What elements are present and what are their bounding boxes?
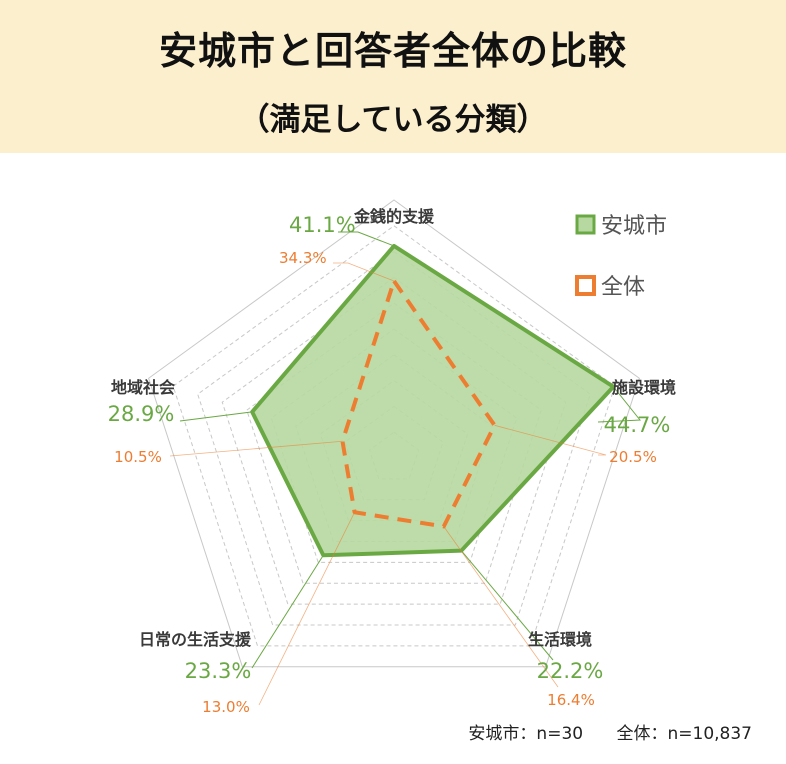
page-title: 安城市と回答者全体の比較 — [158, 29, 627, 73]
leader-line-total — [494, 424, 607, 456]
leader-line-total — [169, 440, 343, 457]
category-label: 日常の生活支援 — [139, 630, 252, 649]
grid-ring — [172, 225, 616, 647]
value-label-anjo: 28.9% — [108, 402, 175, 426]
category-label: 生活環境 — [528, 630, 592, 649]
series-anjo-area — [250, 243, 616, 558]
grid-ring — [197, 250, 591, 626]
anjo-sample-size: 安城市：n=30 — [468, 724, 584, 744]
leader-line-anjo — [179, 411, 253, 422]
series-total-line — [340, 279, 497, 529]
value-label-anjo: 22.2% — [537, 659, 604, 683]
legend-label-anjo: 安城市 — [601, 214, 667, 239]
leader-line-total — [258, 512, 355, 706]
category-label: 地域社会 — [111, 378, 175, 397]
value-label-total: 20.5% — [609, 448, 657, 466]
category-label: 施設環境 — [612, 378, 676, 397]
leader-line-anjo — [460, 550, 554, 661]
legend-label-total: 全体 — [601, 275, 645, 300]
header-band: 安城市と回答者全体の比較 （満足している分類） — [0, 0, 786, 153]
sample-size-note: 安城市：n=30 全体：n=10,837 — [468, 719, 752, 744]
page-subtitle: （満足している分類） — [238, 102, 548, 138]
category-label: 金銭的支援 — [353, 207, 435, 226]
leader-line-anjo — [597, 386, 642, 423]
legend-swatch-total — [575, 275, 596, 296]
value-label-anjo: 44.7% — [604, 413, 671, 437]
leader-line-anjo — [338, 231, 395, 247]
value-label-total: 10.5% — [114, 448, 162, 466]
leader-line-total — [443, 526, 559, 688]
value-label-total: 13.0% — [202, 698, 250, 716]
leader-line-anjo — [251, 554, 324, 669]
legend-swatch-anjo — [575, 214, 596, 235]
series-anjo — [250, 243, 616, 558]
leader-line-total — [333, 262, 395, 282]
value-label-anjo: 41.1% — [289, 213, 356, 237]
value-label-total: 34.3% — [279, 249, 327, 267]
series-total — [340, 279, 497, 529]
grid-ring — [148, 199, 640, 668]
value-label-anjo: 23.3% — [185, 659, 252, 683]
value-label-total: 16.4% — [547, 691, 595, 709]
total-sample-size: 全体：n=10,837 — [616, 724, 752, 744]
